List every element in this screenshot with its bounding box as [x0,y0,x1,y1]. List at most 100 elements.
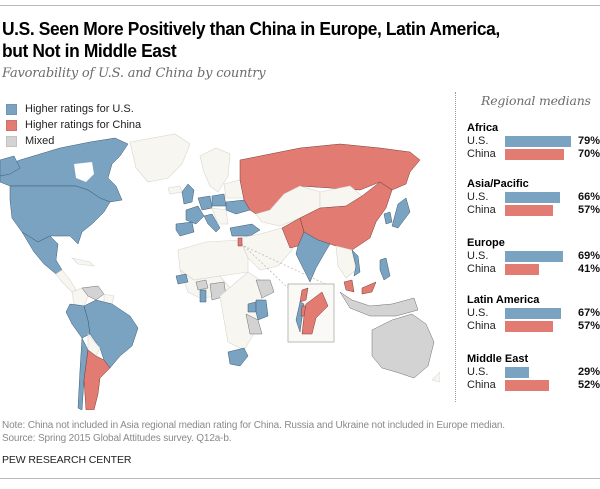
region-name: Middle East [467,353,529,365]
legend-label-china: Higher ratings for China [25,119,142,131]
map-region-greenland [129,133,191,183]
bar-row-china: China 57% [467,320,600,333]
bar-us [505,136,572,147]
region-block: Middle East U.S. 29% China 52% [467,352,600,392]
bar-value-label: 79% [577,135,600,147]
map-region-india [295,231,331,283]
map-region-north-africa [177,239,249,281]
top-rule [0,5,600,6]
map-region-new-zealand [431,371,440,383]
bar-row-us: U.S. 67% [467,307,600,320]
map-region-caribbean [71,257,95,267]
legend-label-us: Higher ratings for U.S. [25,103,134,115]
region-block: Europe U.S. 69% China 41% [467,236,600,276]
bar-us [505,192,561,203]
note-text: Note: China not included in Asia regiona… [2,420,505,431]
panel-divider [455,92,456,402]
bar-value-label: 52% [577,379,600,391]
footnote: Note: China not included in Asia regiona… [2,419,505,445]
world-map [0,133,440,410]
legend-item-us: Higher ratings for U.S. [6,101,141,117]
bar-us [505,367,530,378]
chart-subtitle: Favorability of U.S. and China by countr… [2,66,266,81]
bar-value-label: 57% [577,320,600,332]
inset-lebanon [299,287,309,303]
map-region-iceland [167,185,183,195]
bar-row-china: China 70% [467,148,600,161]
map-region-indochina [335,245,357,279]
legend-item-mixed: Mixed [6,133,141,149]
bar-value-label: 29% [577,366,600,378]
map-region-central-america [55,269,77,293]
map-region-israel-jordan [237,237,243,247]
bar-row-us: U.S. 69% [467,250,600,263]
legend-swatch-china [6,119,17,131]
legend-item-china: Higher ratings for China [6,117,141,133]
legend-label-mixed: Mixed [25,135,55,147]
map-region-ghana [199,289,207,303]
map-region-united-kingdom [181,183,195,205]
series-label: U.S. [467,307,489,319]
map-region-malaysia [343,279,355,293]
map-region-argentina [83,349,111,410]
region-name: Europe [467,237,505,249]
map-region-malaysia-borneo [361,281,377,295]
series-label: U.S. [467,366,489,378]
series-label: U.S. [467,191,489,203]
series-label: China [467,263,496,275]
bar-china [505,205,553,216]
source-text: Source: Spring 2015 Global Attitudes sur… [2,433,232,444]
map-region-brazil [83,299,139,369]
panel-title: Regional medians [481,93,591,108]
map-region-scandinavia [199,147,231,193]
series-label: China [467,379,496,391]
series-label: U.S. [467,250,489,262]
region-name: Asia/Pacific [467,178,529,190]
series-label: China [467,204,496,216]
map-region-uganda [247,301,257,313]
map-region-balkans [211,207,229,225]
bar-china [505,264,540,275]
map-region-poland [211,193,227,207]
bar-value-label: 69% [577,250,600,262]
map-region-south-korea [383,211,393,225]
map-legend: Higher ratings for U.S. Higher ratings f… [6,101,141,149]
bar-value-label: 67% [577,307,600,319]
bar-china [505,149,564,160]
organization-credit: PEW RESEARCH CENTER [2,454,132,466]
bar-value-label: 70% [577,148,600,160]
bar-china [505,321,553,332]
map-region-venezuela [81,285,105,301]
bar-row-china: China 41% [467,263,600,276]
bar-row-us: U.S. 66% [467,191,600,204]
series-label: U.S. [467,135,489,147]
map-region-alaska [0,155,21,177]
map-region-indonesia [339,291,419,317]
map-region-mexico [21,231,63,275]
map-region-spain [175,221,195,237]
series-label: China [467,320,496,332]
region-block: Asia/Pacific U.S. 66% China 57% [467,177,600,217]
map-region-colombia [71,287,89,307]
bar-value-label: 66% [577,191,600,203]
bar-row-china: China 57% [467,204,600,217]
region-name: Latin America [467,294,540,306]
map-region-japan [391,197,411,229]
map-region-france [185,205,205,225]
legend-swatch-mixed [6,135,17,147]
map-region-burkina-faso [195,279,209,291]
map-region-hudson-bay [74,162,94,182]
bar-us [505,251,563,262]
inset-jordan [301,291,329,335]
legend-swatch-us [6,103,17,115]
bar-row-us: U.S. 79% [467,135,600,148]
bar-row-us: U.S. 29% [467,366,600,379]
series-label: China [467,148,496,160]
map-region-turkey [229,223,261,237]
map-region-italy [203,213,221,233]
map-region-tanzania [245,313,263,335]
bar-value-label: 57% [577,204,600,216]
map-region-philippines [379,257,391,281]
region-block: Africa U.S. 79% China 70% [467,121,600,161]
map-region-kenya [255,299,269,321]
